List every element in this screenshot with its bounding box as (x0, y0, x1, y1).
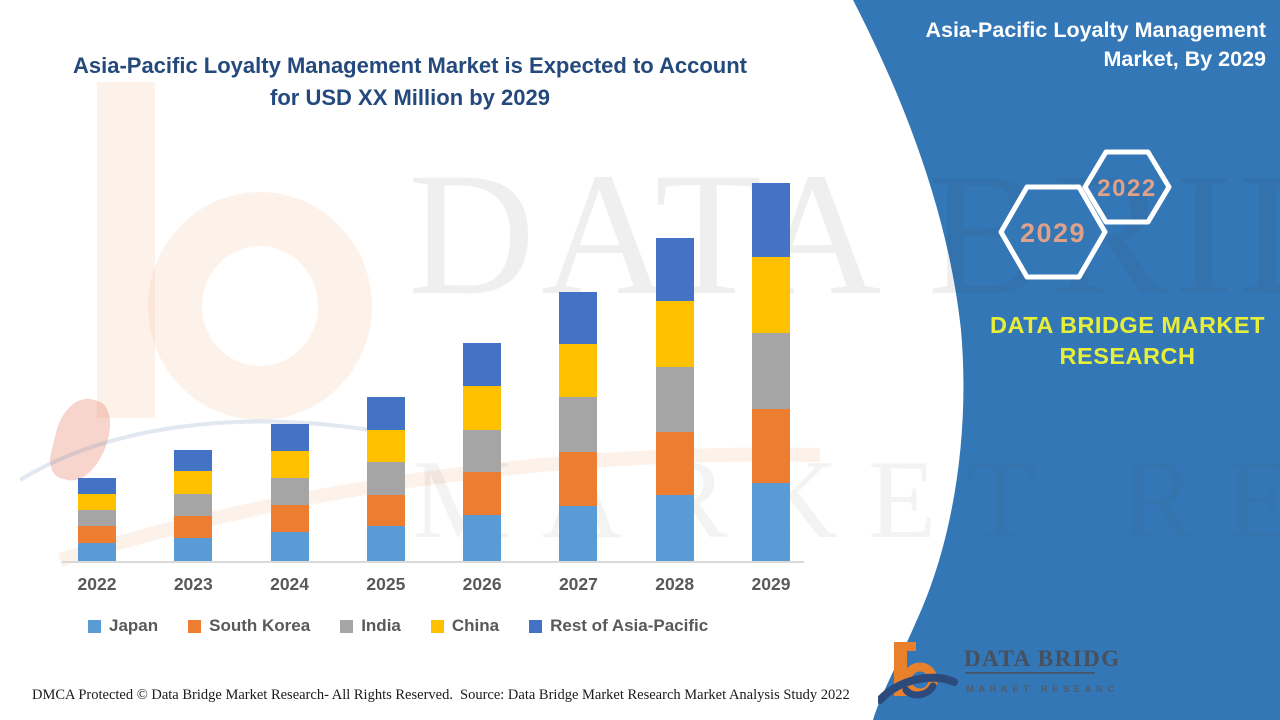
bar-segment-2024-rest-of-asia-pacific (270, 424, 309, 451)
bar-segment-2025-japan (366, 526, 405, 561)
bar-2028 (655, 238, 694, 561)
footer-dmca-text: DMCA Protected © Data Bridge Market Rese… (32, 687, 453, 703)
logo-b-icon (878, 642, 958, 704)
bar-segment-2026-china (463, 386, 502, 430)
bar-segment-2028-india (655, 367, 694, 432)
bar-segment-2026-japan (463, 515, 502, 561)
bar-segment-2028-japan (655, 495, 694, 561)
bar-segment-2025-south-korea (366, 495, 405, 526)
bar-2027 (559, 292, 598, 561)
legend-item-china: China (430, 616, 500, 636)
bar-2024 (270, 424, 309, 561)
bar-segment-2029-china (751, 257, 790, 333)
legend-item-rest-of-asia-pacific: Rest of Asia-Pacific (529, 616, 708, 636)
bar-segment-2027-japan (559, 506, 598, 561)
bar-segment-2025-china (366, 430, 405, 462)
hexagon-badges: 2022 2029 (998, 149, 1172, 280)
data-bridge-logo: DATA BRIDGE MARKET RESEARCH (878, 642, 1118, 704)
x-axis-label-2027: 2027 (558, 574, 598, 594)
hexagon-2029-icon: 2029 (998, 184, 1108, 280)
legend-label-south-korea: South Korea (209, 616, 311, 635)
side-panel-shape (853, 0, 1280, 720)
x-axis-label-2025: 2025 (366, 574, 406, 594)
bar-2022 (78, 478, 116, 561)
x-axis-label-2026: 2026 (462, 574, 502, 594)
hexagon-2022-label: 2022 (1097, 175, 1156, 202)
bar-segment-2024-india (270, 478, 309, 505)
bar-segment-2025-rest-of-asia-pacific (366, 397, 405, 430)
bar-segment-2022-india (78, 510, 116, 526)
legend-label-china: China (451, 616, 500, 635)
bar-segment-2022-rest-of-asia-pacific (78, 478, 116, 494)
bar-segment-2025-india (366, 462, 405, 495)
bar-2025 (366, 397, 405, 561)
bar-segment-2026-india (463, 430, 502, 472)
hexagon-2029-label: 2029 (1020, 218, 1086, 248)
plot-area (64, 171, 804, 561)
x-axis-label-2024: 2024 (270, 574, 310, 594)
bar-segment-2028-rest-of-asia-pacific (655, 238, 694, 301)
legend-label-rest-of-asia-pacific: Rest of Asia-Pacific (550, 616, 709, 635)
chart-legend: Japan South Korea India China Rest of Asia-P… (88, 616, 708, 636)
legend-item-south-korea: South Korea (188, 616, 310, 636)
bar-segment-2029-rest-of-asia-pacific (751, 183, 790, 257)
bar-segment-2022-china (78, 494, 116, 510)
x-axis-label-2028: 2028 (655, 574, 695, 594)
legend-label-japan: Japan (109, 616, 159, 635)
chart-title: Asia-Pacific Loyalty Management Market i… (72, 53, 748, 110)
side-panel-title: Asia-Pacific Loyalty Management Market, … (925, 18, 1266, 71)
x-axis-label-2022: 2022 (77, 574, 117, 594)
bar-segment-2027-india (559, 397, 598, 452)
hexagon-2022-icon: 2022 (1082, 149, 1172, 225)
legend-item-india: India (340, 616, 401, 636)
bar-2026 (463, 343, 502, 561)
bar-segment-2029-south-korea (751, 409, 790, 483)
bar-segment-2023-india (174, 494, 213, 516)
logo-title: DATA BRIDGE (964, 646, 1118, 671)
x-axis-label-2029: 2029 (751, 574, 791, 594)
bar-2029 (751, 183, 790, 561)
footer-source-text: Source: Data Bridge Market Research Mark… (460, 687, 850, 703)
brand-text: DATA BRIDGE MARKET RESEARCH (990, 312, 1265, 369)
x-axis-labels: 2022 2023 2024 2025 2026 2027 2028 2029 (64, 574, 804, 595)
bar-segment-2023-south-korea (174, 516, 213, 538)
bar-segment-2028-south-korea (655, 432, 694, 495)
logo-subtitle: MARKET RESEARCH (966, 684, 1118, 695)
legend-swatch-india (340, 619, 354, 633)
bar-segment-2027-rest-of-asia-pacific (559, 292, 598, 344)
legend-swatch-china (430, 619, 444, 633)
x-axis-label-2023: 2023 (173, 574, 213, 594)
bar-segment-2029-japan (751, 483, 790, 561)
bar-segment-2023-china (174, 471, 213, 494)
bar-segment-2026-south-korea (463, 472, 502, 515)
bar-segment-2027-south-korea (559, 452, 598, 506)
bar-segment-2023-japan (174, 538, 213, 561)
bar-segment-2024-china (270, 451, 309, 478)
legend-label-india: India (361, 616, 401, 635)
bar-segment-2022-south-korea (78, 526, 116, 543)
bar-segment-2027-china (559, 344, 598, 397)
bar-segment-2026-rest-of-asia-pacific (463, 343, 502, 386)
bar-segment-2024-japan (270, 532, 309, 561)
x-axis-line (62, 561, 804, 563)
bar-segment-2028-china (655, 301, 694, 367)
legend-swatch-japan (88, 619, 101, 633)
bar-segment-2024-south-korea (270, 505, 309, 532)
legend-swatch-rest-of-asia-pacific (529, 619, 543, 633)
legend-swatch-south-korea (188, 619, 202, 633)
bar-segment-2022-japan (78, 543, 116, 561)
legend-item-japan: Japan (88, 616, 158, 636)
bar-segment-2029-india (751, 333, 790, 409)
side-panel-background (853, 0, 1280, 720)
bar-2023 (174, 450, 213, 561)
bar-segment-2023-rest-of-asia-pacific (174, 450, 213, 471)
